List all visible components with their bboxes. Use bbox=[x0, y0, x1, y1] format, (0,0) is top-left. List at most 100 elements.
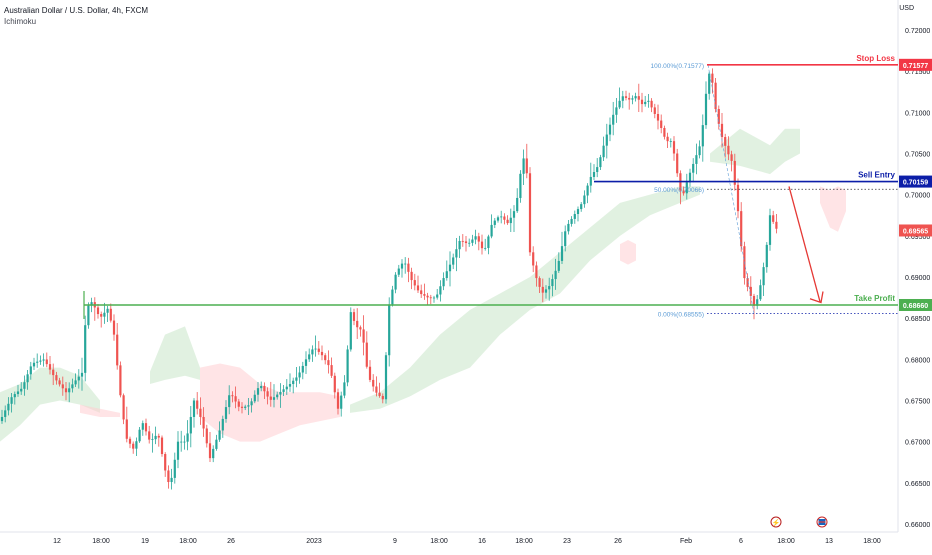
candle-body bbox=[765, 244, 768, 268]
candle-body bbox=[400, 263, 404, 269]
candle-body bbox=[576, 209, 580, 215]
x-tick-label: Feb bbox=[680, 538, 692, 545]
candle-body bbox=[103, 312, 106, 317]
candle-body bbox=[221, 418, 224, 431]
candle-body bbox=[84, 325, 87, 373]
candle-body bbox=[586, 185, 589, 196]
candle-body bbox=[164, 454, 167, 471]
candle-body bbox=[669, 141, 672, 142]
candle-body bbox=[135, 441, 138, 449]
candle-body bbox=[196, 400, 199, 409]
candle-body bbox=[448, 264, 452, 272]
candle-body bbox=[336, 392, 340, 409]
candle-body bbox=[218, 430, 221, 440]
stop-loss-price-tag bbox=[899, 58, 932, 71]
candle-body bbox=[717, 109, 720, 124]
candle-body bbox=[244, 406, 247, 408]
candle-body bbox=[176, 441, 180, 460]
candle-body bbox=[349, 312, 352, 350]
candle-body bbox=[186, 433, 189, 442]
current-price: 0.69565 bbox=[903, 228, 928, 235]
candle-body bbox=[756, 299, 759, 306]
candle-body bbox=[362, 329, 365, 343]
candle-body bbox=[272, 397, 276, 400]
candle-body bbox=[109, 308, 112, 321]
candle-body bbox=[660, 120, 663, 128]
y-tick-label: 0.67000 bbox=[905, 440, 930, 447]
candle-body bbox=[32, 362, 36, 367]
ichimoku-cloud bbox=[820, 186, 846, 232]
candle-body bbox=[308, 354, 311, 360]
candle-body bbox=[461, 240, 464, 242]
y-tick-label: 0.70000 bbox=[905, 193, 930, 200]
candle-body bbox=[157, 435, 160, 438]
candle-body bbox=[676, 153, 679, 174]
candle-body bbox=[509, 217, 512, 224]
candle-body bbox=[538, 278, 541, 287]
candle-body bbox=[7, 403, 10, 411]
candle-body bbox=[426, 295, 429, 298]
candle-body bbox=[234, 396, 237, 402]
y-tick-label: 0.68500 bbox=[905, 316, 930, 323]
candle-body bbox=[247, 405, 250, 407]
candle-body bbox=[10, 397, 13, 404]
candle-body bbox=[327, 360, 330, 366]
candle-body bbox=[589, 176, 592, 186]
candle-body bbox=[391, 289, 394, 305]
candle-body bbox=[560, 246, 564, 261]
candle-body bbox=[612, 114, 615, 125]
y-tick-label: 0.67500 bbox=[905, 399, 930, 406]
candle-body bbox=[746, 278, 749, 287]
candle-body bbox=[397, 268, 400, 275]
take-profit-price: 0.68660 bbox=[903, 303, 928, 310]
candle-body bbox=[352, 312, 356, 321]
candle-body bbox=[442, 278, 445, 287]
candle-body bbox=[301, 365, 304, 373]
fib-100-label: 100.00%(0.71577) bbox=[651, 63, 705, 70]
candle-body bbox=[208, 443, 212, 459]
candle-body bbox=[500, 216, 503, 218]
candle-body bbox=[634, 96, 637, 99]
candle-body bbox=[20, 388, 23, 392]
x-tick-label: 6 bbox=[739, 538, 743, 545]
candle-body bbox=[324, 355, 327, 361]
candle-body bbox=[160, 437, 164, 455]
x-tick-label: 18:00 bbox=[515, 538, 533, 545]
currency-label: USD bbox=[899, 5, 914, 12]
candle-body bbox=[16, 391, 20, 395]
candle-body bbox=[26, 374, 29, 383]
candle-body bbox=[343, 382, 346, 396]
candle-body bbox=[365, 342, 368, 367]
candle-body bbox=[644, 101, 647, 105]
candle-body bbox=[436, 294, 439, 298]
candle-body bbox=[701, 125, 704, 147]
candle-body bbox=[573, 214, 576, 219]
candle-body bbox=[45, 359, 48, 365]
candle-body bbox=[125, 419, 128, 439]
candle-body bbox=[506, 219, 509, 224]
candle-body bbox=[36, 361, 39, 363]
x-tick-label: 12 bbox=[53, 538, 61, 545]
candle-body bbox=[215, 439, 218, 449]
candle-body bbox=[749, 286, 752, 296]
candle-body bbox=[410, 271, 413, 281]
ichimoku-cloud bbox=[80, 404, 120, 417]
candle-body bbox=[480, 241, 484, 249]
candle-body bbox=[730, 154, 733, 161]
fib-trend-line bbox=[707, 64, 755, 314]
candle-body bbox=[493, 220, 496, 225]
candle-body bbox=[333, 375, 336, 393]
candle-body bbox=[144, 423, 148, 432]
candle-body bbox=[455, 249, 458, 258]
fib-50-label: 50.00%(0.70066) bbox=[654, 187, 704, 194]
candle-body bbox=[474, 236, 477, 240]
candle-body bbox=[522, 158, 525, 174]
candle-body bbox=[224, 407, 228, 419]
candle-body bbox=[64, 388, 68, 393]
candle-body bbox=[205, 428, 208, 444]
candle-body bbox=[544, 289, 548, 293]
candle-body bbox=[413, 280, 416, 286]
candle-body bbox=[647, 100, 650, 102]
